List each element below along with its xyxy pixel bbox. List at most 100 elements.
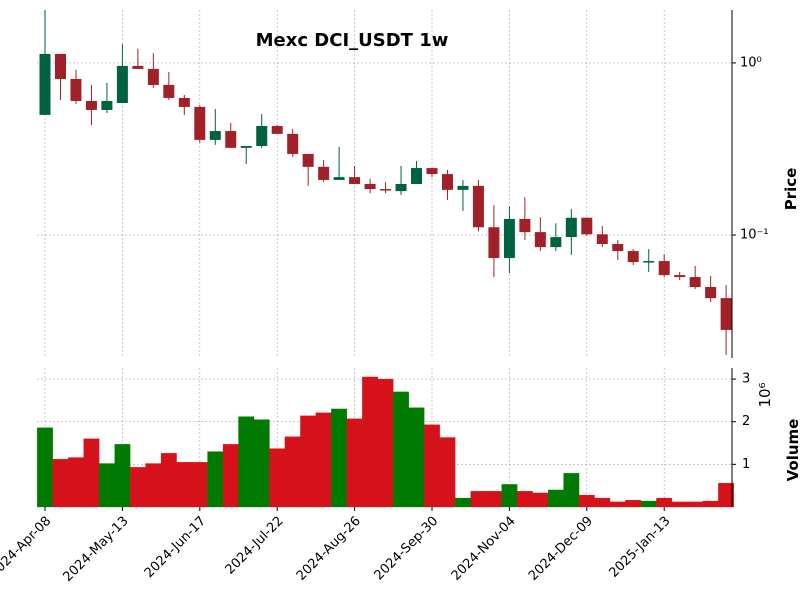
candle-body [411,168,423,184]
volume-bar [238,416,255,508]
x-tick-label: 2024-Sep-30 [372,514,442,584]
candle-body [503,218,515,259]
volume-bar [563,473,580,508]
candle-body [550,237,562,248]
volume-bar [439,437,456,508]
volume-bar [578,494,595,508]
candle-body [720,298,732,330]
volume-bar [253,419,270,508]
volume-bar [516,491,533,508]
candle-body [705,286,717,299]
candle-body [689,277,701,287]
candle-body [225,131,237,148]
volume-bar [594,497,611,508]
volume-bar [207,451,224,508]
volume-bar [470,491,487,508]
y-axis-label: Volume [784,419,802,482]
candle-body [674,275,686,278]
volume-bar [331,408,348,508]
y-tick-label: 10⁰ [740,55,762,70]
volume-bar [129,467,146,508]
candle-body [488,227,500,259]
x-tick-label: 2024-Nov-04 [449,514,519,584]
volume-bar [455,497,471,508]
volume-bar [377,378,394,508]
volume-bar [424,424,440,508]
volume-bar [269,448,286,508]
volume-bar [532,492,549,508]
y-tick-label: 1 [742,457,750,472]
candle-body [457,185,469,190]
candle-body [658,261,670,276]
volume-bar [687,501,704,508]
candle-body [472,185,484,228]
candle-body [256,126,268,147]
volume-bar [83,438,100,508]
volume-bar [99,463,115,508]
volume-bar [408,407,425,508]
candle-body [54,53,66,79]
volume-bar [114,444,131,508]
volume-bar [176,462,193,508]
candle-body [85,100,97,110]
candle-body [349,177,361,184]
volume-bar [68,457,84,508]
candle-body [163,84,175,98]
candle-body [596,234,608,244]
candle-body [565,217,577,238]
x-tick-label: 2024-Jul-22 [223,514,287,578]
volume-bar [640,500,657,508]
x-tick-label: 2024-May-13 [61,514,132,585]
candle-body [209,131,221,140]
candle-body [132,65,144,69]
candle-body [70,78,82,101]
candle-body [240,146,252,148]
candle-body [318,166,330,180]
candle-body [302,153,314,167]
chart-title: Mexc DCI_USDT 1w [256,30,449,51]
volume-bar [52,459,69,508]
volume-bar [37,427,53,508]
candle-body [178,97,190,107]
volume-bar [191,462,208,508]
volume-bar [315,412,332,508]
volume-bar [501,484,518,508]
x-tick-label: 2024-Aug-26 [294,514,364,584]
volume-bar [145,463,162,508]
volume-bar [656,497,673,508]
candle-body [643,261,655,263]
y-tick-label: 10⁻¹ [740,228,769,243]
candle-body [287,133,299,154]
candle-body [612,243,624,252]
volume-bar [609,501,626,508]
y-axis-label: Price [782,168,800,211]
candle-body [441,174,453,190]
volume-bar [300,415,317,508]
volume-bar [346,418,363,508]
candle-body [534,232,546,248]
candle-body [581,217,593,235]
volume-bar [362,376,378,508]
candle-body [147,68,159,85]
candle-body [426,168,438,175]
volume-bar [160,453,177,508]
volume-bar [671,501,688,508]
x-tick-label: 2025-Jan-13 [606,514,673,581]
candle-body [101,100,113,110]
volume-bar [547,489,564,508]
volume-bar [222,444,239,508]
candle-body [627,251,639,263]
candle-body [333,177,345,180]
scale-label: 10⁶ [756,382,774,407]
candle-body [271,126,283,134]
candle-body [519,218,531,233]
volume-bar [702,500,719,508]
candle-body [395,183,407,192]
candle-body [116,65,128,103]
volume-bar [284,436,301,508]
volume-bar [625,500,642,508]
candle-body [380,189,392,191]
volume-bar [718,482,735,508]
candle-body [39,53,51,115]
